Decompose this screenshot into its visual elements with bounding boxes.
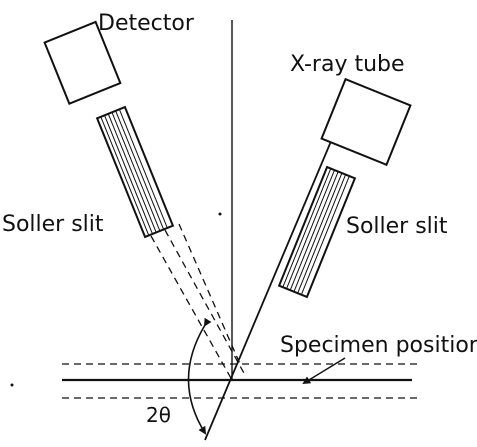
diffracted-beam-dashed-1 [150, 235, 233, 381]
diffracted-beam-dashed-2 [164, 229, 246, 376]
xray-tube-box [320, 77, 412, 167]
specimen-leader-line [302, 357, 346, 385]
label-soller-slit-right: Soller slit [346, 214, 448, 239]
soller-slit-left [95, 105, 175, 239]
two-theta-arc [187, 317, 212, 435]
diffracted-beam-dashed-3 [178, 223, 241, 365]
incident-beam-line [204, 119, 341, 441]
label-detector: Detector [98, 11, 195, 36]
label-soller-slit-left: Soller slit [2, 212, 104, 237]
label-xray-tube: X-ray tube [290, 52, 405, 77]
label-specimen-position: Specimen position [280, 333, 477, 358]
detector-box [43, 20, 122, 106]
dot-mark [10, 383, 14, 387]
dot-mark [218, 212, 222, 216]
label-two-theta: 2θ [146, 403, 171, 427]
soller-slit-right [277, 165, 357, 299]
